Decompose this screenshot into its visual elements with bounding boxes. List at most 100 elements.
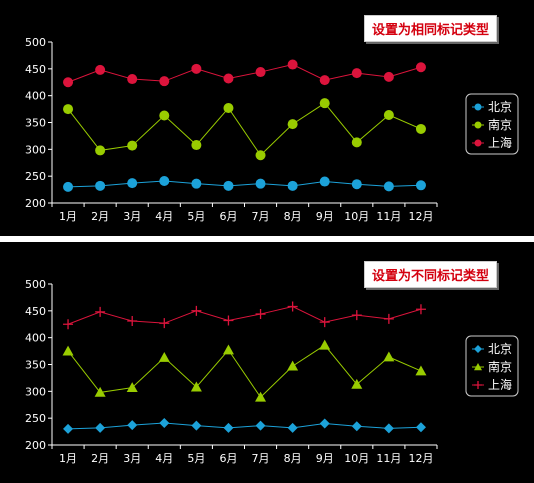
legend-marker (474, 121, 482, 129)
data-point (415, 365, 427, 376)
x-tick-label: 7月 (252, 452, 270, 465)
data-point (191, 140, 202, 151)
data-point (255, 150, 266, 161)
data-point (223, 422, 234, 433)
series-上海 (63, 301, 426, 330)
legend-label: 上海 (488, 377, 512, 392)
data-point (287, 301, 298, 312)
x-tick-label: 6月 (219, 452, 237, 465)
data-point (319, 75, 330, 86)
data-point (255, 420, 266, 431)
y-tick-label: 500 (25, 278, 46, 291)
x-tick-label: 9月 (316, 452, 334, 465)
data-point (383, 313, 394, 324)
data-point (191, 178, 202, 189)
y-tick-label: 400 (25, 332, 46, 345)
data-point (158, 352, 170, 362)
x-tick-label: 7月 (252, 210, 270, 223)
y-tick-label: 450 (25, 63, 46, 76)
series-北京 (63, 175, 426, 192)
data-point (287, 360, 299, 371)
x-tick-label: 1月 (59, 452, 77, 465)
chart-title: 设置为不同标记类型 (364, 261, 498, 288)
legend-marker (474, 345, 482, 353)
data-point (127, 178, 138, 189)
x-tick-label: 2月 (91, 452, 109, 465)
data-point (255, 178, 266, 189)
data-point (351, 68, 362, 79)
data-point (95, 64, 106, 75)
data-point (127, 74, 138, 85)
data-point (415, 422, 426, 433)
data-point (351, 421, 362, 432)
series-line (68, 180, 421, 188)
x-tick-label: 4月 (155, 452, 173, 465)
data-point (95, 145, 106, 156)
x-tick-label: 10月 (344, 210, 369, 223)
data-point (319, 339, 331, 350)
data-point (223, 180, 234, 191)
x-tick-label: 8月 (284, 452, 302, 465)
data-point (287, 59, 298, 70)
x-tick-label: 11月 (376, 210, 401, 223)
data-point (191, 305, 202, 316)
series-北京 (63, 417, 426, 434)
chart-panel-same-markers: 200 250 300 350 400 450 500 1月 2月 3月 4月 5月 6月 7月 8月 9月 1… (0, 0, 534, 236)
data-point (415, 123, 426, 134)
legend-marker (474, 363, 482, 371)
x-tick-label: 9月 (316, 210, 334, 223)
data-point (287, 180, 298, 191)
x-tick-label: 2月 (91, 210, 109, 223)
data-point (351, 310, 362, 321)
y-tick-label: 350 (25, 359, 46, 372)
data-point (383, 351, 395, 362)
data-point (159, 318, 170, 329)
data-point (351, 378, 363, 389)
series-line (67, 64, 422, 83)
data-point (255, 391, 267, 402)
data-point (159, 417, 170, 428)
data-point (383, 71, 394, 82)
data-point (63, 423, 74, 434)
data-point (287, 422, 298, 433)
series-南京 (62, 339, 427, 402)
data-point (159, 110, 170, 121)
x-tick-label: 1月 (59, 210, 77, 223)
x-tick-label: 5月 (187, 452, 205, 465)
data-point (351, 179, 362, 190)
legend-label: 北京 (488, 342, 512, 356)
data-point (223, 103, 234, 114)
x-tick-label: 12月 (408, 452, 433, 465)
data-point (287, 119, 298, 130)
data-point (319, 317, 330, 328)
y-tick-label: 500 (25, 36, 46, 49)
data-point (415, 304, 426, 315)
data-point (383, 109, 394, 120)
y-tick-label: 300 (25, 143, 46, 156)
legend-label: 南京 (488, 359, 512, 374)
data-point (255, 67, 266, 78)
y-tick-label: 250 (25, 170, 46, 183)
data-point (127, 140, 138, 151)
x-tick-label: 4月 (155, 210, 173, 223)
series-line (68, 422, 421, 430)
series-line (67, 306, 422, 325)
y-tick-label: 400 (25, 90, 46, 103)
y-tick-label: 200 (25, 439, 46, 452)
data-point (95, 180, 106, 191)
data-point (383, 423, 394, 434)
data-point (63, 319, 74, 330)
chart-panel-different-markers: 200 250 300 350 400 450 500 1月 2月 3月 4月 5月 6月 7月 8月 9月 1… (0, 242, 534, 483)
data-point (63, 181, 74, 192)
data-point (126, 382, 138, 392)
data-point (159, 76, 170, 87)
x-tick-label: 8月 (284, 210, 302, 223)
legend-marker (474, 381, 482, 389)
panel-divider (0, 236, 534, 242)
line-chart-different-markers: 200 250 300 350 400 450 500 1月 2月 3月 4月 5月 6月 7月 8月 9月 1… (25, 278, 519, 465)
data-point (319, 418, 330, 429)
data-point (63, 104, 74, 115)
legend-marker (474, 139, 482, 147)
y-tick-label: 350 (25, 117, 46, 130)
